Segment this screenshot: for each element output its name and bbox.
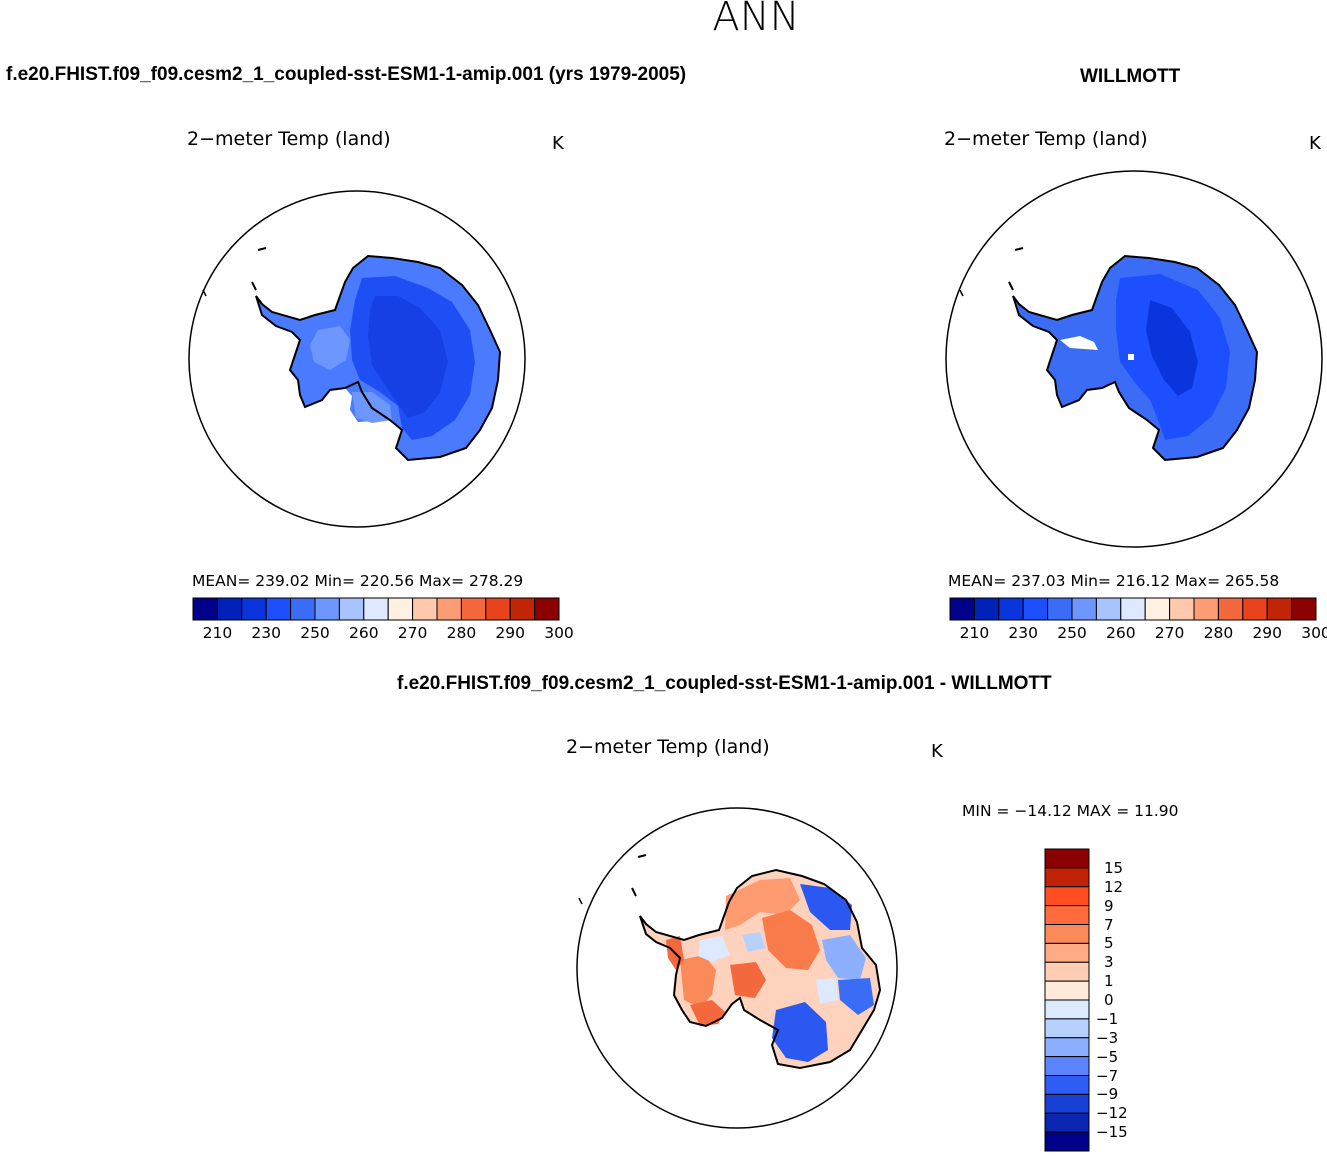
panel-1-map-boundary [188,190,526,528]
panel-3-stats: MIN = −14.12 MAX = 11.90 [962,802,1179,820]
panel-3-colorbar-tick-label: −1 [1096,1009,1119,1028]
panel-3-colorbar-tick-label: 0 [1104,991,1114,1009]
panel-1-colorbar-tick-label: 210 [202,624,233,642]
panel-2-colorbar-tick-label: 210 [959,624,990,642]
panel-3-colorbar-swatch [1044,905,1090,926]
panel-1-stats: MEAN= 239.02 Min= 220.56 Max= 278.29 [192,572,524,590]
panel-3-colorbar [1044,848,1090,1152]
panel-2-map-boundary [945,170,1323,548]
panel-1-colorbar-tick-label: 230 [251,624,281,642]
panel-3-colorbar-tick-label: 15 [1104,858,1124,877]
panel-2-colorbar-tick-label: 250 [1057,624,1087,642]
panel-3-case-title: f.e20.FHIST.f09_f09.cesm2_1_coupled-sst-… [397,673,1052,694]
panel-2-colorbar-tick-label: 270 [1154,624,1185,642]
panel-1-colorbar-tick-label: 300 [544,624,574,642]
panel-2-colorbar [949,597,1317,621]
panel-1-colorbar-tick-label: 270 [397,624,428,642]
panel-1-colorbar [192,597,560,621]
panel-3-colorbar-swatch [1044,1037,1090,1058]
panel-3-variable-label: 2−meter Temp (land) [566,736,770,758]
panel-3-colorbar-swatch [1044,961,1090,982]
panel-3-colorbar-tick-label: 3 [1104,953,1114,972]
panel-3-colorbar-swatch [1044,848,1090,869]
panel-3-colorbar-ticks: 15 12 9 7 5 3 1 0 −1 −3 −5 −7 −9 −12 −15 [1096,849,1156,1151]
panel-2-colorbar-ticks: 210 230 250 260 270 280 290 300 [950,624,1327,644]
panel-1-colorbar-ticks: 210 230 250 260 270 280 290 300 [193,624,574,644]
panel-2-coastline [1012,254,1259,462]
panel-3-coastline [639,868,882,1070]
panel-2-units: K [1309,133,1321,154]
panel-3-colorbar-swatch [1044,1131,1090,1152]
panel-3-colorbar-tick-label: 5 [1104,934,1114,953]
panel-3-colorbar-tick-label: −9 [1096,1085,1119,1104]
panel-2-case-title: WILLMOTT [1080,66,1181,87]
panel-2-variable-label: 2−meter Temp (land) [944,128,1148,150]
panel-1-colorbar-tick-label: 260 [349,624,379,642]
panel-3-colorbar-swatch [1044,999,1090,1020]
panel-3-units: K [931,741,943,762]
panel-2-antarctica-fill [1013,256,1257,460]
panel-3-colorbar-tick-label: −12 [1096,1104,1128,1123]
panel-2-colorbar-tick-label: 290 [1252,624,1282,642]
panel-3-colorbar-swatch [1044,1056,1090,1077]
panel-3-colorbar-swatch [1044,1018,1090,1039]
panel-2-colorbar-tick-label: 300 [1301,624,1327,642]
panel-3-colorbar-swatch [1044,980,1090,1001]
panel-3-colorbar-swatch [1044,924,1090,944]
panel-3-colorbar-swatch [1044,886,1090,907]
panel-3-colorbar-swatch [1044,1093,1090,1114]
panel-2-stats: MEAN= 237.03 Min= 216.12 Max= 265.58 [948,572,1280,590]
panel-3-colorbar-swatch [1044,1075,1090,1095]
panel-3-map-boundary [576,807,898,1129]
panel-3-colorbar-swatch [1044,942,1090,963]
panel-3-colorbar-tick-label: −15 [1096,1123,1128,1142]
panel-1-units: K [552,133,564,154]
panel-1-case-title: f.e20.FHIST.f09_f09.cesm2_1_coupled-sst-… [6,64,687,85]
panel-2-colorbar-tick-label: 230 [1008,624,1038,642]
figure-title: ANN [712,0,800,40]
panel-3-colorbar-tick-label: −3 [1096,1028,1119,1047]
panel-3-colorbar-tick-label: 12 [1104,877,1124,896]
panel-2-colorbar-swatch [1291,597,1317,621]
panel-3-colorbar-tick-label: 9 [1104,896,1114,915]
panel-1-colorbar-tick-label: 290 [495,624,525,642]
panel-1-colorbar-tick-label: 280 [446,624,477,642]
panel-3-colorbar-tick-label: 7 [1104,915,1114,934]
panel-3-colorbar-tick-label: 1 [1104,972,1114,991]
panel-2-colorbar-tick-label: 260 [1106,624,1136,642]
panel-3-colorbar-swatch [1044,1112,1090,1133]
panel-1-colorbar-tick-label: 250 [300,624,330,642]
panel-1-antarctica-fill [256,256,500,460]
panel-3-colorbar-tick-label: −7 [1096,1066,1119,1085]
panel-3-colorbar-tick-label: −5 [1096,1047,1119,1066]
panel-3-colorbar-swatch [1044,867,1090,888]
panel-2-colorbar-tick-label: 280 [1203,624,1234,642]
panel-1-coastline [255,254,502,462]
panel-1-colorbar-swatch [534,597,560,621]
panel-1-variable-label: 2−meter Temp (land) [187,128,391,150]
